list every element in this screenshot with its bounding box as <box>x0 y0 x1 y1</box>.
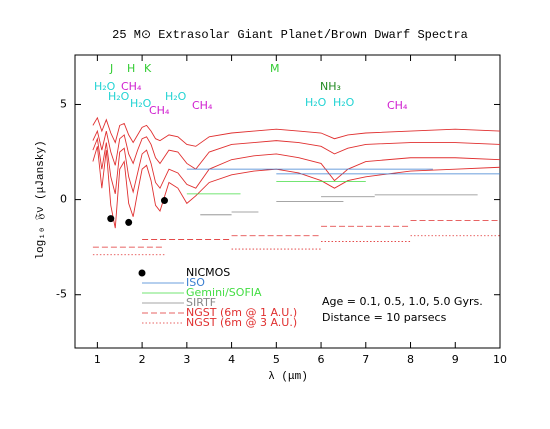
legend-label: NGST (6m @ 3 A.U.) <box>186 316 297 329</box>
nicmos-point <box>160 197 168 205</box>
legend-label: SIRTF <box>186 296 216 309</box>
distance-note: Distance = 10 parsecs <box>322 311 447 324</box>
legend-label: NICMOS <box>186 266 230 279</box>
x-tick-label: 6 <box>318 353 325 366</box>
chart-title: 25 M⊙ Extrasolar Giant Planet/Brown Dwar… <box>112 28 468 42</box>
x-axis-label: λ (μm) <box>268 371 308 383</box>
x-tick-label: 8 <box>407 353 414 366</box>
x-tick-label: 3 <box>183 353 190 366</box>
x-tick-label: 1 <box>94 353 101 366</box>
molecule-label: H₂O <box>94 80 116 93</box>
x-tick-label: 7 <box>362 353 369 366</box>
legend-label: NGST (6m @ 1 A.U.) <box>186 306 297 319</box>
molecule-label: CH₄ <box>149 104 170 117</box>
band-label: J <box>109 62 113 75</box>
band-labels: J H K M <box>109 62 280 75</box>
y-tick-label: -5 <box>56 288 67 301</box>
molecule-label: CH₄ <box>192 99 213 112</box>
molecule-labels: H₂O CH₄ H₂O H₂O CH₄ H₂O CH₄ NH₃ H₂O H₂O … <box>94 80 408 117</box>
molecule-label: H₂O <box>305 96 327 109</box>
spectrum-line <box>92 116 501 147</box>
legend-label: ISO <box>186 276 205 289</box>
molecule-label: CH₄ <box>121 80 142 93</box>
legend-marker <box>138 269 146 277</box>
band-label: M <box>270 62 280 75</box>
molecule-label: H₂O <box>130 97 152 110</box>
x-tick-label: 2 <box>139 353 146 366</box>
band-label: H <box>127 62 135 75</box>
nicmos-point <box>107 215 115 223</box>
molecule-label: NH₃ <box>320 80 341 93</box>
y-axis-label: log₁₀ 𝔉ν (μJansky) <box>35 140 47 259</box>
molecule-label: H₂O <box>333 96 355 109</box>
y-tick-label: 5 <box>60 97 67 110</box>
age-note: Age = 0.1, 0.5, 1.0, 5.0 Gyrs. <box>322 295 483 308</box>
band-label: K <box>144 62 152 75</box>
nicmos-point <box>125 218 133 226</box>
x-tick-label: 9 <box>452 353 459 366</box>
spectrum-line <box>92 146 501 229</box>
molecule-label: CH₄ <box>387 99 408 112</box>
plot-frame <box>74 54 501 349</box>
x-tick-label: 4 <box>228 353 235 366</box>
y-tick-label: 0 <box>60 193 67 206</box>
molecule-label: H₂O <box>165 90 187 103</box>
x-tick-label: 5 <box>273 353 280 366</box>
x-tick-label: 10 <box>493 353 507 366</box>
molecule-label: H₂O <box>108 90 130 103</box>
spectrum-line <box>92 129 501 170</box>
spectrum-line <box>92 136 501 195</box>
legend-label: Gemini/SOFIA <box>186 286 262 299</box>
